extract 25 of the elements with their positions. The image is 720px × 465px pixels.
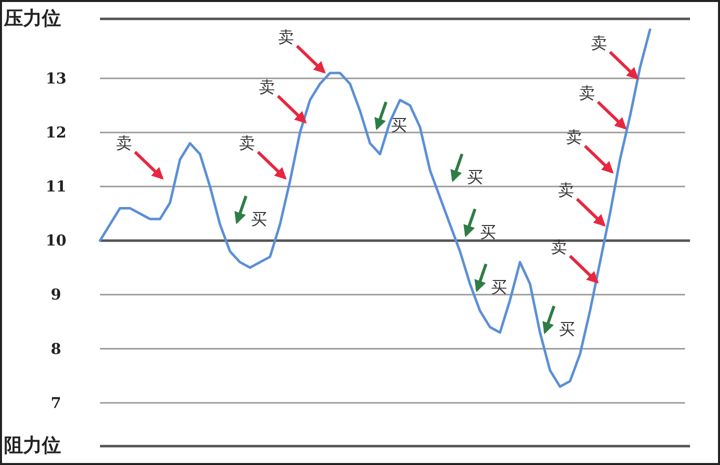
- annotation: 卖: [566, 128, 582, 146]
- annotation: 卖: [591, 34, 607, 52]
- y-tick-label: 13: [46, 69, 66, 88]
- annotation: 卖: [278, 28, 294, 46]
- y-tick-label: 7: [50, 394, 62, 412]
- annotation: 卖: [551, 238, 567, 256]
- annotation: 卖: [558, 182, 574, 200]
- ref-line-label: 压力位: [3, 7, 61, 30]
- annotation: 卖: [239, 134, 255, 152]
- annotation: 买: [391, 118, 407, 134]
- ref-line-label: 阻力位: [4, 434, 61, 457]
- y-tick-label: 10: [46, 232, 66, 250]
- line-series: [98, 28, 652, 388]
- y-tick-label: 11: [46, 178, 66, 196]
- annotation: 买: [467, 170, 483, 186]
- annotation: 买: [491, 280, 507, 296]
- y-tick-label: 9: [50, 286, 62, 304]
- annotation: 买: [559, 322, 575, 338]
- annotation: 买: [480, 224, 496, 242]
- annotation: 买: [251, 212, 267, 228]
- annotation: 卖: [579, 84, 595, 102]
- y-tick-label: 8: [50, 340, 62, 358]
- annotation: 卖: [116, 134, 132, 152]
- y-tick-label: 12: [46, 123, 66, 142]
- annotation: 卖: [259, 78, 275, 96]
